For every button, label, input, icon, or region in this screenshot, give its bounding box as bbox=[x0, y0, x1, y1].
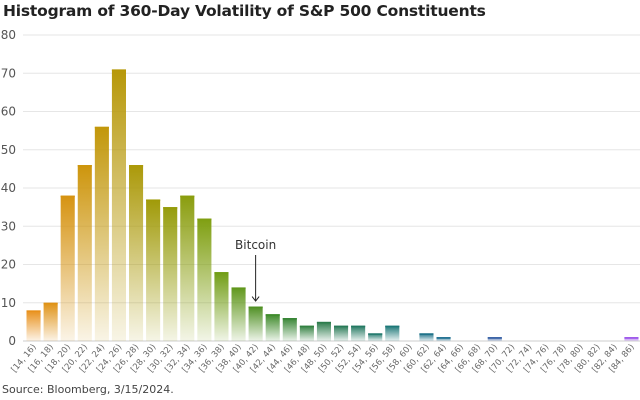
bar-top bbox=[368, 333, 383, 335]
bar-top bbox=[77, 165, 92, 167]
bar bbox=[282, 318, 297, 341]
y-tick-label: 40 bbox=[1, 181, 16, 195]
bar bbox=[231, 287, 246, 341]
bar-top bbox=[94, 126, 109, 129]
chart-title: Histogram of 360-Day Volatility of S&P 5… bbox=[3, 2, 486, 20]
y-tick-label: 60 bbox=[1, 105, 16, 119]
bar bbox=[487, 337, 502, 341]
bar bbox=[368, 333, 383, 341]
bar bbox=[180, 195, 195, 341]
annotation-label: Bitcoin bbox=[235, 238, 276, 252]
bar bbox=[265, 314, 280, 341]
bar bbox=[197, 218, 212, 341]
bar-top bbox=[487, 337, 502, 339]
bar-top bbox=[163, 207, 178, 209]
bar bbox=[77, 165, 92, 341]
bar bbox=[43, 302, 58, 341]
bar bbox=[248, 306, 263, 341]
bar bbox=[316, 321, 331, 341]
bar-top bbox=[43, 302, 58, 305]
bar bbox=[129, 165, 144, 341]
bar-top bbox=[146, 199, 161, 201]
bar-top bbox=[385, 325, 400, 328]
y-tick-label: 30 bbox=[1, 219, 16, 233]
bar-top bbox=[299, 325, 314, 328]
bar bbox=[26, 310, 41, 341]
bar bbox=[94, 126, 109, 341]
bar-top bbox=[334, 325, 349, 328]
bar-top bbox=[624, 337, 639, 339]
bar bbox=[385, 325, 400, 341]
arrow-head-icon bbox=[251, 296, 260, 302]
bar bbox=[624, 337, 639, 341]
bar bbox=[351, 325, 366, 341]
bar-top bbox=[436, 337, 451, 339]
y-tick-label: 10 bbox=[1, 296, 16, 310]
y-tick-label: 20 bbox=[1, 258, 16, 272]
bar-top bbox=[60, 195, 75, 198]
bar-top bbox=[214, 272, 229, 274]
bar bbox=[111, 69, 126, 342]
bar-top bbox=[180, 195, 195, 198]
bar-top bbox=[282, 318, 297, 320]
bar bbox=[299, 325, 314, 341]
bar bbox=[146, 199, 161, 341]
bar-top bbox=[419, 333, 434, 335]
y-tick-label: 70 bbox=[1, 66, 16, 80]
bar-top bbox=[248, 306, 263, 309]
bar bbox=[334, 325, 349, 341]
y-tick-label: 80 bbox=[1, 28, 16, 42]
bar bbox=[419, 333, 434, 341]
bar-top bbox=[129, 165, 144, 167]
bar bbox=[163, 207, 178, 341]
source-note: Source: Bloomberg, 3/15/2024. bbox=[2, 383, 174, 396]
bar-top bbox=[111, 69, 126, 71]
bar-top bbox=[316, 321, 331, 324]
bar-top bbox=[231, 287, 246, 289]
bar bbox=[436, 337, 451, 341]
bar bbox=[60, 195, 75, 341]
bar-top bbox=[265, 314, 280, 316]
y-tick-label: 0 bbox=[8, 334, 16, 348]
y-tick-label: 50 bbox=[1, 143, 16, 157]
bar-top bbox=[197, 218, 212, 221]
bar-top bbox=[351, 325, 366, 328]
bar bbox=[214, 272, 229, 341]
bar-top bbox=[26, 310, 41, 312]
